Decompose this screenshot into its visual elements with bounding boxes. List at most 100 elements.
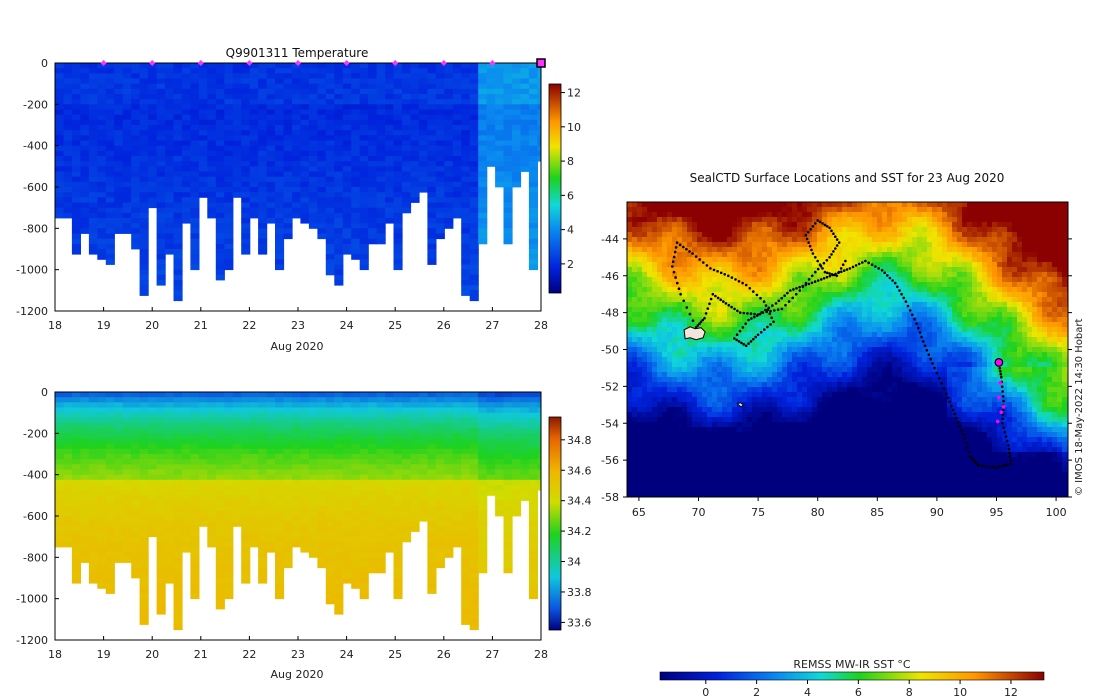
sst-cell bbox=[1042, 227, 1048, 233]
section-cell bbox=[173, 166, 183, 172]
section-cell bbox=[207, 474, 217, 481]
sst-cell bbox=[772, 212, 778, 218]
section-cell bbox=[249, 94, 259, 100]
section-cell bbox=[317, 212, 327, 219]
section-cell bbox=[114, 479, 124, 486]
section-cell bbox=[385, 104, 395, 110]
section-cell bbox=[173, 238, 183, 245]
sst-cell bbox=[907, 247, 913, 253]
section-cell bbox=[266, 392, 276, 398]
section-cell bbox=[300, 443, 310, 450]
section-cell bbox=[393, 181, 403, 188]
section-cell bbox=[300, 94, 310, 100]
section-cell bbox=[156, 233, 166, 240]
section-cell bbox=[359, 94, 369, 100]
section-cell bbox=[266, 94, 276, 100]
section-cell bbox=[181, 218, 191, 224]
section-cell bbox=[368, 197, 378, 203]
section-cell bbox=[105, 161, 115, 167]
section-cell bbox=[393, 557, 403, 563]
section-cell bbox=[520, 130, 530, 136]
section-cell bbox=[224, 94, 234, 100]
section-cell bbox=[63, 207, 73, 214]
sst-cell bbox=[702, 242, 708, 248]
section-cell bbox=[478, 130, 488, 136]
section-cell bbox=[173, 567, 183, 574]
section-cell bbox=[292, 161, 302, 167]
section-cell bbox=[495, 505, 505, 512]
sst-cell bbox=[882, 217, 888, 223]
section-cell bbox=[410, 135, 420, 141]
section-cell bbox=[266, 526, 276, 532]
section-cell bbox=[114, 73, 124, 79]
section-cell bbox=[317, 541, 327, 548]
sst-cell bbox=[947, 232, 953, 238]
section-cell bbox=[512, 109, 522, 116]
section-cell bbox=[224, 264, 234, 271]
section-cell bbox=[105, 588, 115, 594]
section-cell bbox=[258, 531, 268, 538]
section-cell bbox=[55, 423, 65, 429]
section-cell bbox=[131, 119, 141, 126]
section-cell bbox=[283, 233, 293, 240]
section-cell bbox=[97, 249, 107, 255]
section-cell bbox=[418, 454, 428, 460]
section-cell bbox=[461, 259, 471, 265]
section-cell bbox=[275, 516, 285, 522]
sst-cell bbox=[937, 212, 943, 218]
section-cell bbox=[292, 469, 302, 476]
section-cell bbox=[292, 114, 302, 121]
section-cell bbox=[165, 500, 175, 507]
section-cell bbox=[55, 474, 65, 481]
section-cell bbox=[495, 156, 505, 162]
section-cell bbox=[97, 233, 107, 240]
section-cell bbox=[495, 171, 505, 178]
section-cell bbox=[224, 531, 234, 538]
section-cell bbox=[283, 161, 293, 167]
section-cell bbox=[368, 63, 378, 69]
section-cell bbox=[156, 500, 166, 507]
section-cell bbox=[444, 171, 454, 178]
section-cell bbox=[418, 423, 428, 429]
sst-cell bbox=[862, 222, 868, 228]
sst-cell bbox=[717, 242, 723, 248]
section-cell bbox=[342, 474, 352, 481]
section-cell bbox=[359, 454, 369, 460]
section-cell bbox=[207, 104, 217, 110]
section-cell bbox=[71, 578, 81, 584]
section-cell bbox=[97, 83, 107, 90]
section-cell bbox=[249, 423, 259, 429]
section-cell bbox=[283, 479, 293, 486]
sst-cell bbox=[672, 217, 678, 223]
sst-cell bbox=[812, 222, 818, 228]
section-cell bbox=[224, 156, 234, 162]
sst-cell bbox=[967, 212, 973, 218]
sst-cell bbox=[1032, 217, 1038, 223]
section-cell bbox=[461, 207, 471, 214]
section-cell bbox=[88, 454, 98, 460]
section-cell bbox=[241, 238, 251, 245]
section-cell bbox=[478, 552, 488, 558]
section-cell bbox=[376, 397, 386, 403]
sst-cell bbox=[707, 212, 713, 218]
section-cell bbox=[359, 578, 369, 584]
section-cell bbox=[165, 397, 175, 403]
section-cell bbox=[435, 140, 445, 147]
section-cell bbox=[351, 547, 361, 553]
section-cell bbox=[385, 516, 395, 522]
section-cell bbox=[190, 552, 200, 558]
section-cell bbox=[444, 417, 454, 424]
section-cell bbox=[461, 285, 471, 291]
section-cell bbox=[258, 438, 268, 445]
sst-cell bbox=[687, 217, 693, 223]
section-cell bbox=[266, 459, 276, 465]
section-cell bbox=[359, 109, 369, 116]
section-cell bbox=[97, 428, 107, 434]
sst-cell bbox=[907, 237, 913, 243]
section-cell bbox=[148, 63, 158, 69]
sst-cell bbox=[1047, 237, 1053, 243]
section-cell bbox=[300, 83, 310, 90]
section-cell bbox=[215, 68, 225, 74]
section-cell bbox=[249, 78, 259, 85]
